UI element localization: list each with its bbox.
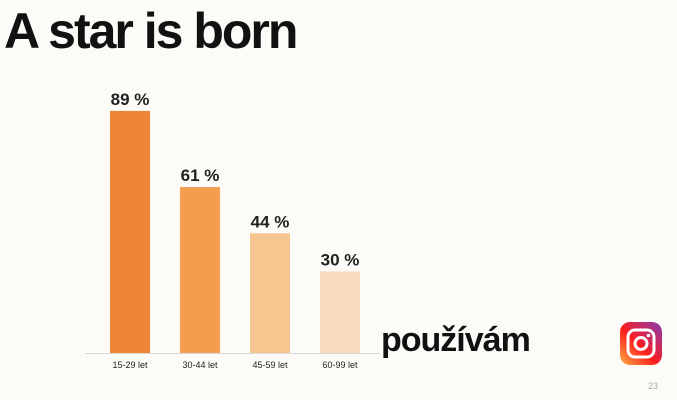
category-label: 15-29 let [112,360,148,370]
bar [110,110,150,353]
caption: používám [381,321,531,359]
category-label: 60-99 let [322,360,358,370]
category-label: 30-44 let [182,360,218,370]
value-label: 30 % [321,250,360,269]
page-number: 23 [648,381,659,391]
value-label: 61 % [181,166,220,185]
value-label: 44 % [251,212,290,231]
bar [180,187,220,353]
category-label: 45-59 let [252,360,288,370]
bar [320,271,360,353]
bar [250,233,290,353]
title: A star is born [4,3,298,59]
value-label: 89 % [111,90,150,109]
instagram-icon [620,322,662,365]
